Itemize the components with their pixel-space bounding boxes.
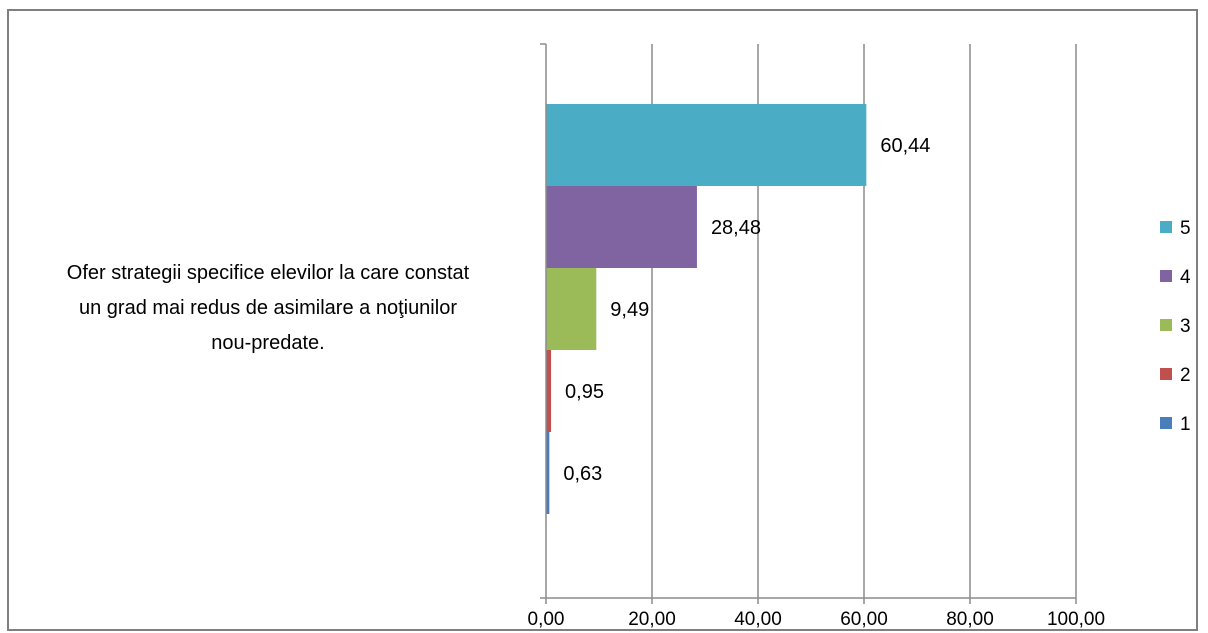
x-tick-label: 0,00 <box>528 609 565 630</box>
x-tick-label: 80,00 <box>946 609 994 630</box>
bars <box>546 104 867 514</box>
x-tick-label: 20,00 <box>628 609 676 630</box>
legend-swatch-series-4 <box>1160 270 1172 282</box>
legend-label-series-4: 4 <box>1180 267 1191 288</box>
data-label-series-2: 0,95 <box>565 381 604 403</box>
legend-swatch-series-3 <box>1160 319 1172 331</box>
x-tick-label: 100,00 <box>1047 609 1105 630</box>
category-label-line: un grad mai redus de asimilare a noţiuni… <box>79 297 457 319</box>
bar-series-1 <box>546 432 550 514</box>
axes <box>540 43 1077 604</box>
data-label-series-4: 28,48 <box>711 217 761 239</box>
data-label-series-5: 60,44 <box>880 135 930 157</box>
x-tick-label: 60,00 <box>840 609 888 630</box>
category-label-line: Ofer strategii specifice elevilor la car… <box>67 262 470 284</box>
bar-series-5 <box>546 104 867 186</box>
x-tick-label: 40,00 <box>734 609 782 630</box>
data-label-series-1: 0,63 <box>563 463 602 485</box>
legend-label-series-2: 2 <box>1180 365 1191 386</box>
legend-swatch-series-2 <box>1160 368 1172 380</box>
bar-series-3 <box>546 268 597 350</box>
legend: 5 4 3 2 1 <box>1160 218 1191 435</box>
legend-swatch-series-1 <box>1160 417 1172 429</box>
bar-series-4 <box>546 186 697 268</box>
category-label-line: nou-predate. <box>211 332 324 354</box>
data-labels: 0,63 0,95 9,49 28,48 60,44 <box>563 135 930 485</box>
data-label-series-3: 9,49 <box>610 299 649 321</box>
bar-series-2 <box>546 350 552 432</box>
legend-swatch-series-5 <box>1160 221 1172 233</box>
legend-label-series-3: 3 <box>1180 316 1191 337</box>
legend-label-series-1: 1 <box>1180 414 1191 435</box>
x-tick-labels: 0,00 20,00 40,00 60,00 80,00 100,00 <box>528 609 1106 630</box>
category-label: Ofer strategii specifice elevilor la car… <box>67 262 470 354</box>
legend-label-series-5: 5 <box>1180 218 1191 239</box>
